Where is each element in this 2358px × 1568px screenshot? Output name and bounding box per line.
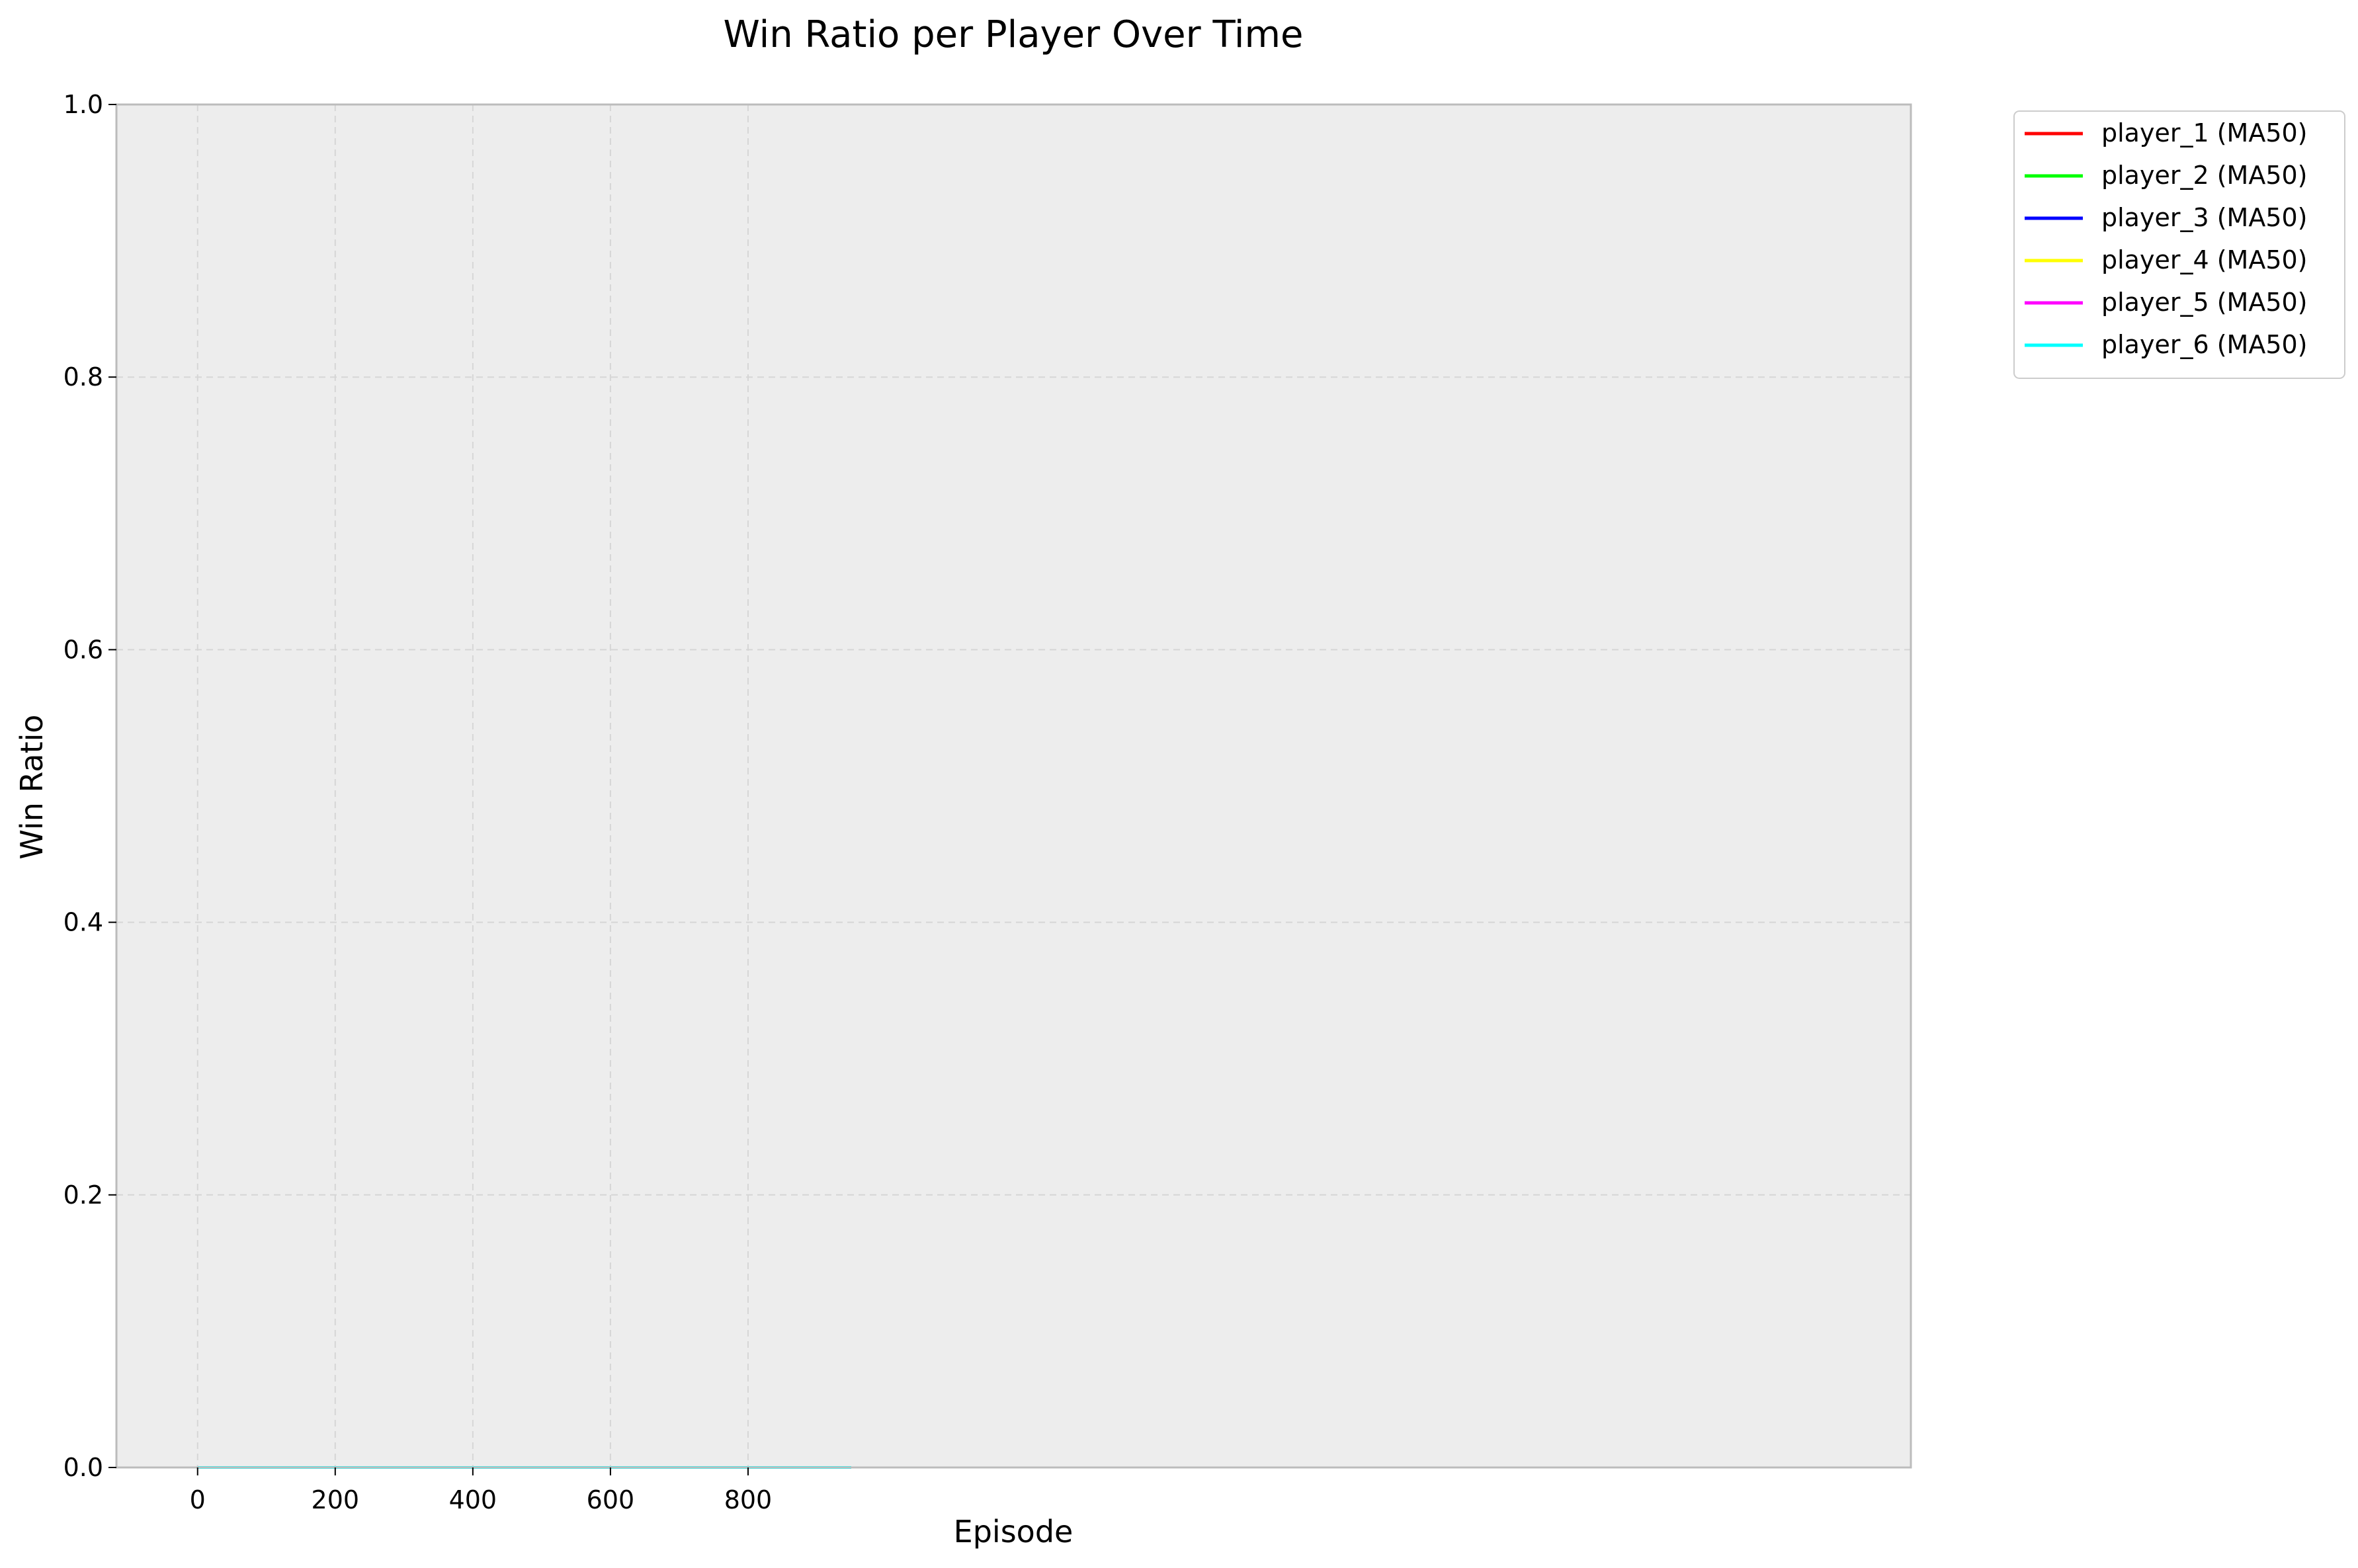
legend-box [2013, 110, 2345, 379]
plot-frame [115, 103, 1912, 1469]
y-axis-label: Win Ratio [14, 714, 50, 859]
x-tick-label: 0 [190, 1485, 206, 1514]
legend-label: player_4 (MA50) [2101, 245, 2308, 274]
chart-title: Win Ratio per Player Over Time [724, 13, 1304, 56]
y-tick-label: 0.4 [63, 908, 103, 937]
y-tick-label: 0.6 [63, 635, 103, 664]
legend-label: player_6 (MA50) [2101, 330, 2308, 359]
grid [116, 104, 1911, 1468]
y-tick-label: 0.0 [63, 1453, 103, 1482]
y-axis-ticks: 0.0 0.2 0.4 0.6 0.8 1.0 [63, 90, 116, 1482]
y-tick-label: 0.2 [63, 1180, 103, 1210]
legend: player_1 (MA50) player_2 (MA50) player_3 (… [2013, 110, 2345, 379]
x-tick-label: 200 [312, 1485, 360, 1514]
legend-label: player_5 (MA50) [2101, 288, 2308, 317]
legend-label: player_3 (MA50) [2101, 203, 2308, 232]
legend-label: player_1 (MA50) [2101, 118, 2308, 147]
x-tick-label: 800 [724, 1485, 773, 1514]
x-axis-label: Episode [954, 1514, 1074, 1549]
x-axis-ticks: 0 200 400 600 800 [190, 1467, 773, 1514]
x-tick-label: 600 [587, 1485, 635, 1514]
y-tick-label: 0.8 [63, 362, 103, 392]
y-tick-label: 1.0 [63, 90, 103, 119]
legend-label: player_2 (MA50) [2101, 161, 2308, 190]
plot-area [116, 104, 1911, 1467]
x-tick-label: 400 [449, 1485, 497, 1514]
